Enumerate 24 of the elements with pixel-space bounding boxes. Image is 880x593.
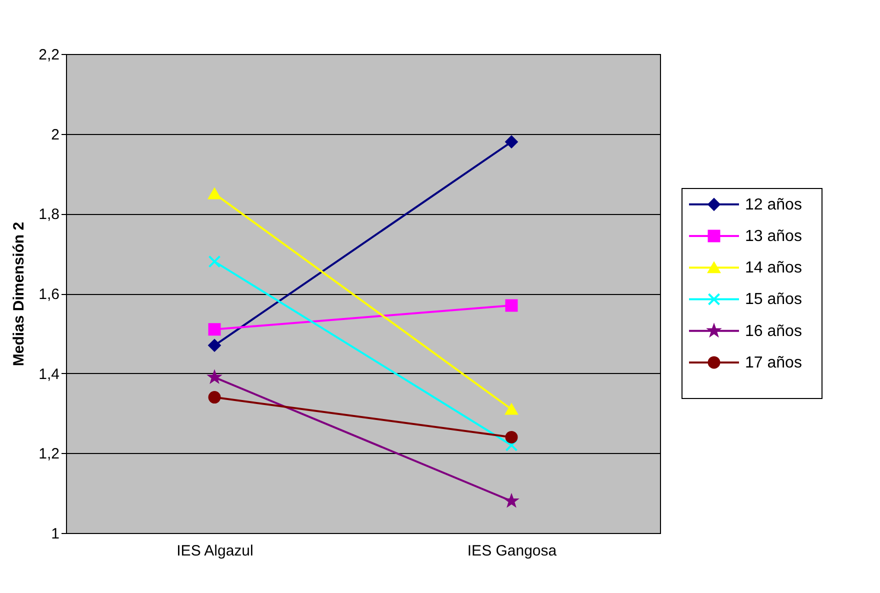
point	[208, 323, 221, 336]
legend-label: 13 años	[745, 228, 802, 246]
point	[505, 136, 518, 148]
y-tick-label: 1,2	[38, 446, 60, 463]
legend-label: 17 años	[745, 354, 802, 372]
point	[208, 339, 221, 352]
y-axis-title: Medias Dimensión 2	[10, 222, 28, 366]
x-tick-label: IES Gangosa	[467, 542, 558, 560]
legend-label: 15 años	[745, 291, 802, 308]
y-tick-label: 1	[51, 526, 60, 542]
y-tick-label: 1,4	[38, 366, 60, 383]
legend-label: 14 años	[745, 260, 802, 277]
point	[208, 391, 221, 404]
point	[505, 430, 518, 444]
legend-label: 16 años	[745, 322, 802, 340]
point	[505, 299, 518, 312]
point	[208, 255, 221, 268]
legend-label: 12 años	[745, 196, 802, 214]
x-tick-label: IES Algazul	[176, 542, 254, 560]
y-tick-label: 2	[51, 126, 60, 144]
y-tick-label: 1,6	[38, 286, 60, 303]
y-tick-label: 2,2	[38, 46, 60, 64]
y-tick-label: 1,8	[38, 206, 60, 224]
point	[505, 438, 518, 452]
